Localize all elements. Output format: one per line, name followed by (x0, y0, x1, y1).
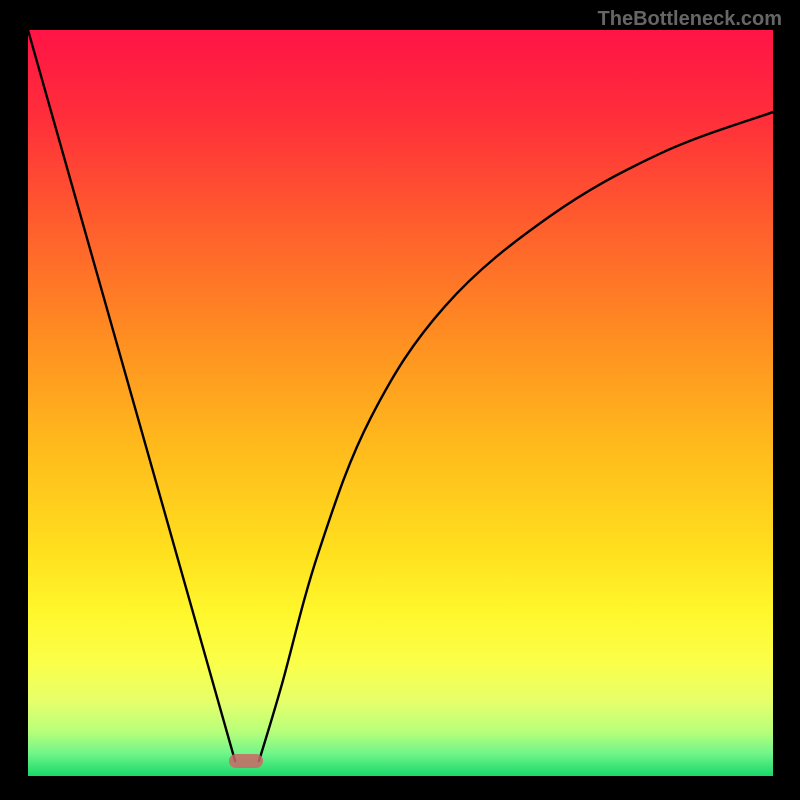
bottleneck-curve (28, 30, 773, 776)
watermark-text: TheBottleneck.com (598, 8, 782, 31)
chart-container: TheBottleneck.com (0, 0, 800, 800)
plot-area (28, 30, 773, 776)
optimal-point-marker (229, 754, 263, 768)
